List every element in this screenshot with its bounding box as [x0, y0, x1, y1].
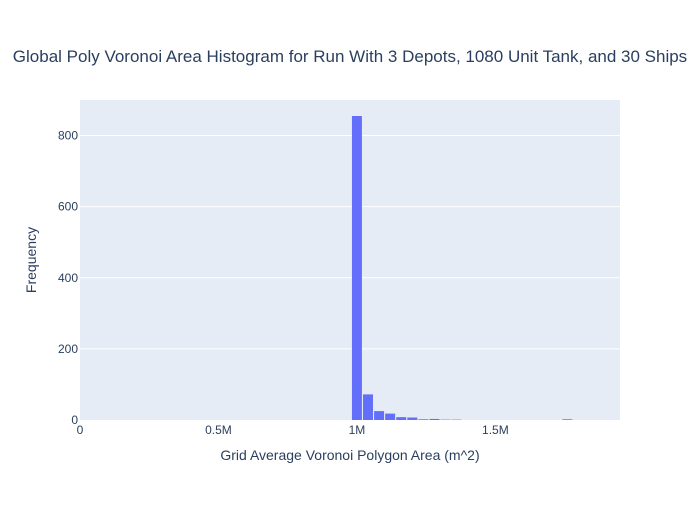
histogram-bar — [429, 419, 439, 420]
histogram-bar — [374, 411, 384, 420]
x-axis-ticks: 0 0.5M 1M 1.5M — [77, 423, 509, 437]
chart-title: Global Poly Voronoi Area Histogram for R… — [13, 47, 687, 66]
y-tick-label: 800 — [58, 129, 78, 143]
histogram-bar — [418, 419, 428, 420]
x-tick-label: 1M — [349, 423, 366, 437]
histogram-bar — [396, 417, 406, 420]
plot-background — [80, 100, 620, 420]
y-tick-label: 400 — [58, 271, 78, 285]
x-tick-label: 1.5M — [482, 423, 509, 437]
histogram-bar — [352, 116, 362, 420]
histogram-bar — [363, 394, 373, 420]
y-axis-title: Frequency — [23, 227, 39, 293]
x-tick-label: 0.5M — [205, 423, 232, 437]
y-tick-label: 600 — [58, 200, 78, 214]
x-axis-title: Grid Average Voronoi Polygon Area (m^2) — [220, 447, 479, 463]
x-tick-label: 0 — [77, 423, 84, 437]
histogram-bar — [407, 418, 417, 420]
histogram-bar — [385, 414, 395, 420]
histogram-bar — [562, 419, 572, 420]
y-tick-label: 200 — [58, 342, 78, 356]
